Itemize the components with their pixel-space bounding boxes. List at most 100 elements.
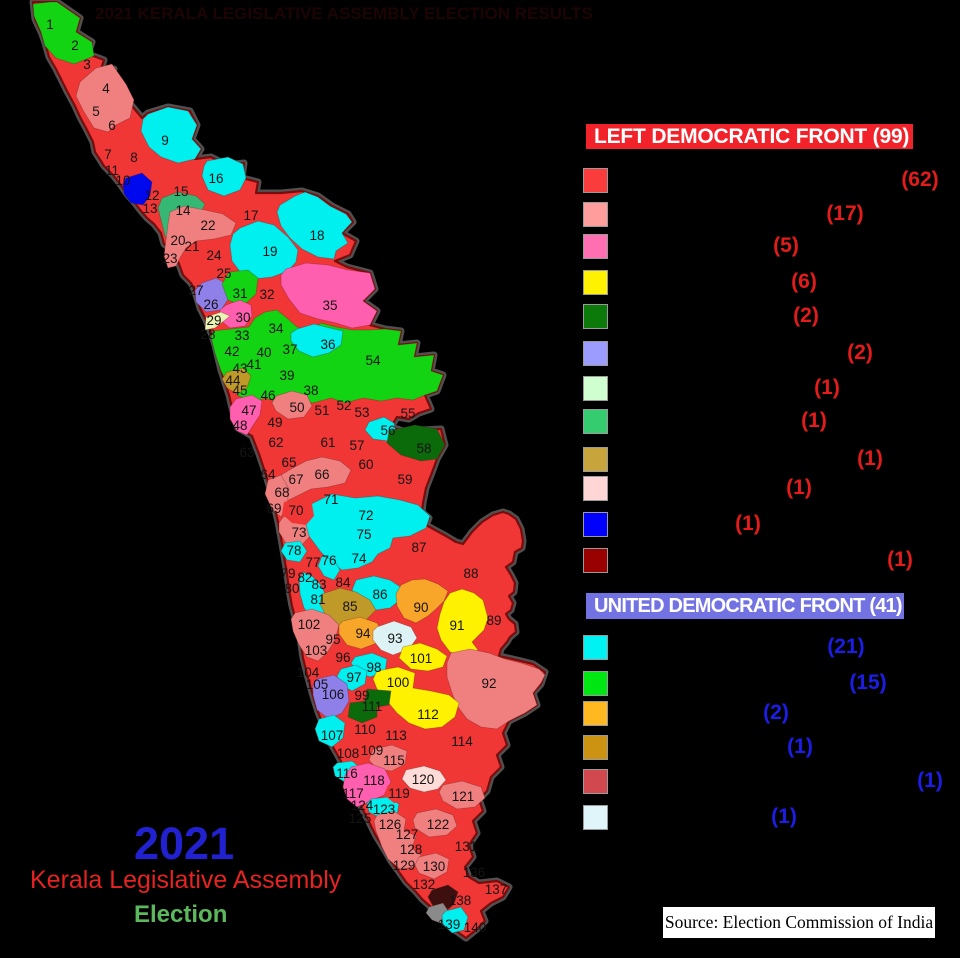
svg-text:42: 42 [224,344,239,359]
svg-text:54: 54 [365,353,381,368]
svg-text:57: 57 [349,438,364,453]
svg-text:84: 84 [335,575,351,590]
svg-text:65: 65 [281,455,296,470]
svg-text:32: 32 [259,287,274,302]
svg-text:47: 47 [241,403,256,418]
svg-text:108: 108 [337,746,360,761]
svg-text:14: 14 [175,203,191,218]
svg-text:50: 50 [289,400,304,415]
svg-text:55: 55 [400,406,415,421]
svg-text:80: 80 [284,581,299,596]
svg-text:3: 3 [83,57,91,72]
svg-text:97: 97 [346,670,361,685]
svg-text:106: 106 [322,687,345,702]
svg-text:41: 41 [246,357,261,372]
svg-text:78: 78 [286,543,301,558]
svg-text:117: 117 [342,786,364,801]
svg-text:124: 124 [351,798,374,813]
svg-text:30: 30 [235,310,250,325]
svg-text:56: 56 [380,423,395,438]
svg-text:85: 85 [342,599,357,614]
svg-text:40: 40 [256,345,271,360]
svg-text:138: 138 [449,893,472,908]
svg-text:34: 34 [268,321,284,336]
svg-text:98: 98 [366,660,381,675]
svg-text:31: 31 [232,286,247,301]
svg-text:49: 49 [267,415,282,430]
svg-text:36: 36 [320,337,335,352]
svg-text:125: 125 [349,811,372,826]
svg-text:137: 137 [485,882,508,897]
svg-text:22: 22 [200,218,215,233]
svg-text:33: 33 [234,328,249,343]
svg-text:111: 111 [362,699,383,714]
svg-text:23: 23 [162,251,177,266]
svg-text:113: 113 [385,728,407,743]
svg-text:15: 15 [173,184,188,199]
svg-text:53: 53 [354,405,369,420]
svg-text:92: 92 [481,676,496,691]
svg-text:116: 116 [336,766,358,781]
svg-text:75: 75 [356,527,371,542]
svg-text:52: 52 [336,398,351,413]
svg-text:90: 90 [413,600,428,615]
svg-text:8: 8 [130,150,138,165]
svg-text:99: 99 [354,688,369,703]
svg-text:115: 115 [383,753,405,768]
svg-text:10: 10 [115,173,130,188]
svg-text:9: 9 [161,133,169,148]
svg-text:109: 109 [361,743,384,758]
svg-text:118: 118 [363,773,385,788]
svg-text:91: 91 [449,618,464,633]
svg-text:67: 67 [288,472,303,487]
svg-text:105: 105 [306,677,329,692]
svg-text:24: 24 [206,248,222,263]
svg-text:26: 26 [203,297,218,312]
svg-text:66: 66 [314,467,329,482]
svg-text:87: 87 [411,540,426,555]
svg-text:110: 110 [354,722,376,737]
svg-text:89: 89 [486,613,501,628]
svg-text:112: 112 [417,707,439,722]
svg-text:119: 119 [388,786,410,801]
svg-text:59: 59 [397,472,412,487]
svg-text:48: 48 [232,418,247,433]
svg-text:19: 19 [262,244,277,259]
svg-text:11: 11 [105,163,119,178]
svg-text:44: 44 [225,373,241,388]
svg-text:17: 17 [243,208,258,223]
svg-text:101: 101 [410,651,433,666]
svg-text:60: 60 [358,457,373,472]
svg-text:130: 130 [423,859,446,874]
svg-text:58: 58 [416,441,431,456]
svg-text:104: 104 [297,665,320,680]
svg-text:121: 121 [452,789,475,804]
svg-text:18: 18 [309,228,324,243]
svg-text:12: 12 [144,188,159,203]
svg-text:69: 69 [266,501,281,516]
svg-text:68: 68 [274,485,289,500]
svg-text:72: 72 [358,508,373,523]
svg-text:73: 73 [291,525,306,540]
svg-text:122: 122 [427,817,450,832]
svg-text:140: 140 [464,920,487,935]
svg-text:71: 71 [323,492,338,507]
svg-text:74: 74 [351,551,367,566]
svg-text:28: 28 [200,327,215,342]
svg-text:6: 6 [108,118,116,133]
svg-text:2: 2 [71,38,79,53]
svg-text:38: 38 [303,383,318,398]
svg-text:132: 132 [413,877,436,892]
svg-text:120: 120 [412,772,435,787]
svg-text:94: 94 [355,626,371,641]
svg-text:13: 13 [142,201,157,216]
svg-text:20: 20 [170,233,185,248]
svg-text:83: 83 [311,577,326,592]
svg-text:126: 126 [379,817,402,832]
svg-text:21: 21 [184,239,199,254]
svg-text:96: 96 [335,650,350,665]
svg-text:62: 62 [268,435,283,450]
svg-text:37: 37 [282,342,297,357]
svg-text:39: 39 [279,368,294,383]
svg-text:82: 82 [297,570,312,585]
